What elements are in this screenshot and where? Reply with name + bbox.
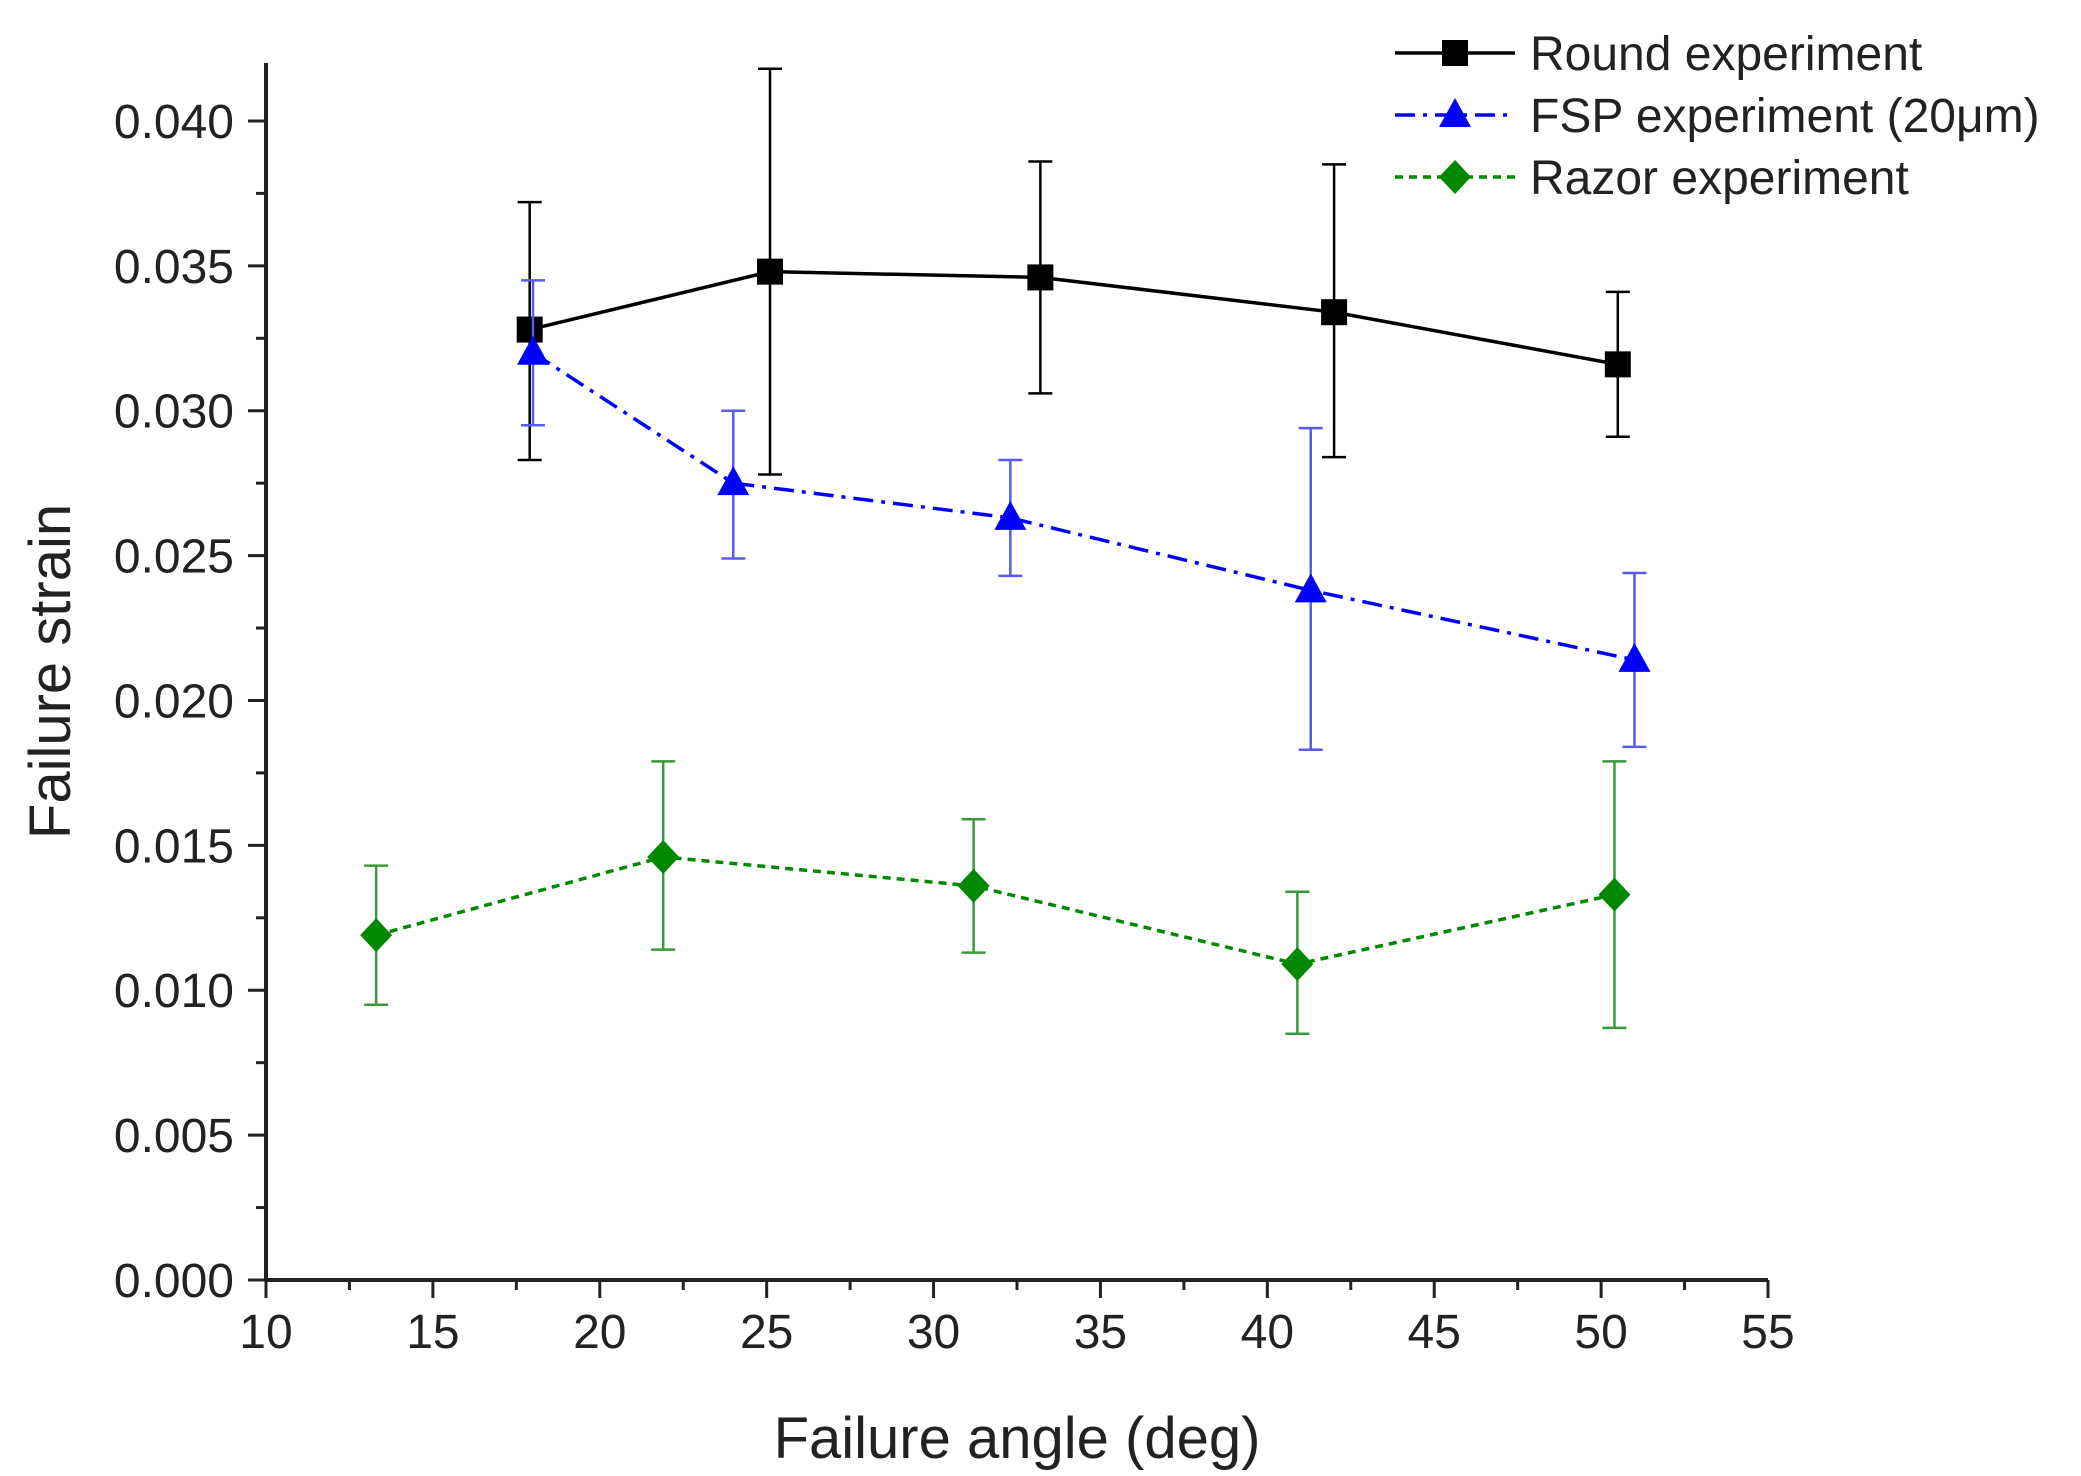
x-tick-label: 35 bbox=[1074, 1306, 1127, 1359]
series-line bbox=[532, 351, 1635, 662]
data-point bbox=[757, 258, 784, 285]
data-point bbox=[1281, 947, 1314, 982]
series-line bbox=[375, 855, 1615, 966]
legend-label: Round experiment bbox=[1530, 28, 1922, 81]
data-point bbox=[647, 839, 680, 874]
data-point bbox=[1598, 877, 1631, 912]
data-point bbox=[1604, 351, 1631, 378]
y-axis-ticks: 0.000 0.005 0.010 0.015 0.020 0.025 0.030 0.035… bbox=[114, 96, 266, 1308]
y-tick-label: 0.010 bbox=[114, 965, 234, 1018]
series-3 bbox=[360, 760, 1631, 1035]
data-point bbox=[360, 918, 393, 953]
y-tick-label: 0.015 bbox=[114, 820, 234, 873]
data-point bbox=[1027, 264, 1054, 291]
legend-marker bbox=[1439, 98, 1471, 127]
y-tick-label: 0.040 bbox=[114, 96, 234, 149]
y-tick-label: 0.000 bbox=[114, 1255, 234, 1308]
legend-label: FSP experiment (20μm) bbox=[1530, 90, 2040, 143]
legend-item: Razor experiment bbox=[1395, 152, 1909, 205]
legend-item: Round experiment bbox=[1395, 28, 1922, 81]
legend-marker bbox=[1442, 40, 1468, 66]
x-axis-title: Failure angle (deg) bbox=[774, 1406, 1261, 1471]
legend-item: FSP experiment (20μm) bbox=[1395, 90, 2040, 143]
data-point bbox=[957, 868, 990, 903]
x-tick-label: 50 bbox=[1574, 1306, 1627, 1359]
series-2 bbox=[517, 279, 1651, 751]
legend-label: Razor experiment bbox=[1530, 152, 1909, 205]
y-axis-title: Failure strain bbox=[18, 504, 83, 839]
data-point bbox=[1294, 573, 1327, 603]
x-tick-label: 30 bbox=[907, 1306, 960, 1359]
x-tick-label: 55 bbox=[1741, 1306, 1794, 1359]
y-tick-label: 0.030 bbox=[114, 386, 234, 439]
data-point bbox=[1618, 642, 1651, 672]
data-point bbox=[516, 316, 543, 343]
series-1 bbox=[516, 67, 1631, 476]
y-tick-label: 0.035 bbox=[114, 241, 234, 294]
data-point bbox=[517, 335, 550, 365]
y-tick-label: 0.025 bbox=[114, 531, 234, 584]
x-tick-label: 10 bbox=[239, 1306, 292, 1359]
y-tick-label: 0.005 bbox=[114, 1110, 234, 1163]
y-tick-label: 0.020 bbox=[114, 675, 234, 728]
series-layer bbox=[360, 67, 1651, 1035]
x-axis-ticks: 10 15 20 25 30 35 40 45 50 55 bbox=[239, 1280, 1795, 1359]
x-tick-label: 40 bbox=[1241, 1306, 1294, 1359]
x-tick-label: 45 bbox=[1408, 1306, 1461, 1359]
x-tick-label: 15 bbox=[406, 1306, 459, 1359]
axes bbox=[264, 63, 1768, 1282]
data-point bbox=[717, 466, 750, 496]
x-tick-label: 20 bbox=[573, 1306, 626, 1359]
legend: Round experiment FSP experiment (20μm) Raz… bbox=[1395, 28, 2040, 205]
series-line bbox=[529, 269, 1619, 367]
data-point bbox=[994, 500, 1027, 530]
data-point bbox=[1321, 299, 1348, 326]
legend-marker bbox=[1439, 160, 1471, 194]
x-tick-label: 25 bbox=[740, 1306, 793, 1359]
